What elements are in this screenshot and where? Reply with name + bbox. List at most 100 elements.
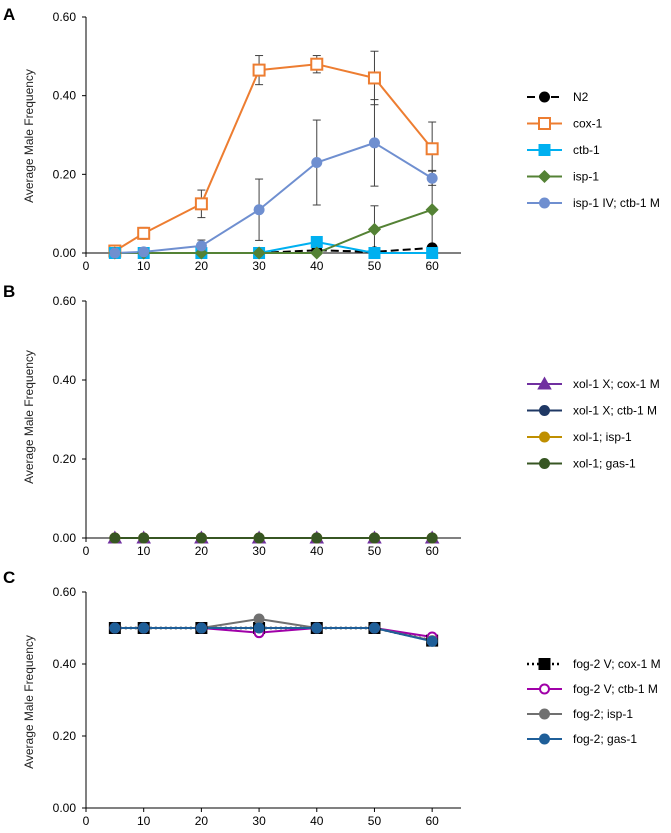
x-tick-label: 20 <box>195 814 209 828</box>
data-point <box>252 246 266 260</box>
x-tick-label: 0 <box>83 814 90 828</box>
x-tick-label: 20 <box>195 259 209 273</box>
x-tick-label: 10 <box>137 259 151 273</box>
x-tick-label: 20 <box>195 544 209 558</box>
x-tick-label: 30 <box>252 814 266 828</box>
data-point <box>253 532 265 544</box>
panel-c: C Average Male Frequency 0.00 0.20 0.40 0.6… <box>3 568 661 828</box>
data-point <box>368 622 380 634</box>
x-tick-label: 30 <box>252 544 266 558</box>
x-tick-label: 40 <box>310 814 324 828</box>
y-tick-label: 0.00 <box>53 246 77 260</box>
data-point <box>310 246 324 260</box>
panel-a: A Average Male Frequency 0.00 0.20 0.40 0.6… <box>3 5 660 273</box>
legend-marker <box>539 91 550 103</box>
x-tick-label: 50 <box>368 814 382 828</box>
legend-marker <box>539 708 550 720</box>
panel-label-a: A <box>3 5 15 24</box>
legend-label: xol-1 X; cox-1 M <box>573 377 660 391</box>
x-tick-label: 60 <box>425 259 439 273</box>
data-point <box>368 247 381 259</box>
legend-label: xol-1 X; ctb-1 M <box>573 404 657 418</box>
data-point <box>311 622 323 634</box>
legend-item: isp-1 <box>527 170 599 184</box>
legend-marker <box>539 197 550 209</box>
legend-item: isp-1 IV; ctb-1 M <box>527 196 660 210</box>
y-tick-label: 0.60 <box>53 585 77 599</box>
legend-label: N2 <box>573 90 589 104</box>
data-point <box>109 247 121 259</box>
legend-label: xol-1; isp-1 <box>573 430 632 444</box>
legend-item: cox-1 <box>527 117 603 131</box>
legend-label: fog-2 V; cox-1 M <box>573 657 661 671</box>
legend-label: fog-2 V; ctb-1 M <box>573 682 658 696</box>
x-tick-label: 0 <box>83 259 90 273</box>
x-tick-label: 0 <box>83 544 90 558</box>
data-point <box>310 235 323 248</box>
panel-label-c: C <box>3 568 15 587</box>
data-point <box>310 57 324 71</box>
data-point <box>195 240 207 252</box>
legend-label: ctb-1 <box>573 143 600 157</box>
x-tick-label: 60 <box>425 544 439 558</box>
legend-marker <box>539 683 550 695</box>
legend-marker <box>537 376 552 390</box>
legend-label: cox-1 <box>573 117 603 131</box>
y-tick-label: 0.40 <box>53 373 77 387</box>
data-point <box>138 622 150 634</box>
legend-marker <box>538 144 551 156</box>
series-line <box>114 63 433 252</box>
data-point <box>368 137 380 149</box>
data-point <box>195 622 207 634</box>
data-point <box>109 532 121 544</box>
data-point <box>194 197 208 211</box>
data-point <box>252 63 266 77</box>
data-point <box>426 635 438 647</box>
x-tick-label: 60 <box>425 814 439 828</box>
y-tick-label: 0.20 <box>53 452 77 466</box>
legend-marker <box>539 431 550 443</box>
y-tick-label: 0.60 <box>53 294 77 308</box>
y-axis-title-b: Average Male Frequency <box>22 350 36 484</box>
legend-marker <box>539 733 550 745</box>
legend-item: ctb-1 <box>527 143 600 157</box>
data-point <box>426 532 438 544</box>
panel-label-b: B <box>3 282 15 301</box>
data-point <box>195 532 207 544</box>
legend-item: fog-2; gas-1 <box>527 732 637 746</box>
data-point <box>425 142 439 156</box>
y-tick-label: 0.40 <box>53 657 77 671</box>
data-point <box>253 204 265 216</box>
data-point <box>311 532 323 544</box>
y-tick-label: 0.20 <box>53 167 77 181</box>
y-tick-label: 0.20 <box>53 729 77 743</box>
y-axis-title-a: Average Male Frequency <box>22 69 36 203</box>
legend-item: xol-1; gas-1 <box>527 457 636 471</box>
panel-b: B Average Male Frequency 0.00 0.20 0.40 0.6… <box>3 282 660 558</box>
legend-label: isp-1 IV; ctb-1 M <box>573 196 660 210</box>
x-tick-label: 10 <box>137 544 151 558</box>
legend-label: fog-2; isp-1 <box>573 707 633 721</box>
legend-item: fog-2 V; cox-1 M <box>527 657 661 671</box>
data-point <box>367 71 381 85</box>
data-point <box>138 532 150 544</box>
legend-marker <box>538 117 551 130</box>
x-tick-label: 50 <box>368 544 382 558</box>
data-point <box>426 172 438 184</box>
data-point <box>109 622 121 634</box>
x-tick-label: 30 <box>252 259 266 273</box>
legend-item: xol-1 X; cox-1 M <box>527 376 660 391</box>
y-tick-label: 0.40 <box>53 89 77 103</box>
data-point <box>426 247 439 259</box>
y-tick-label: 0.60 <box>53 10 77 24</box>
x-tick-label: 40 <box>310 259 324 273</box>
data-point <box>425 203 439 217</box>
data-point <box>368 532 380 544</box>
legend-marker <box>539 458 550 469</box>
x-tick-label: 50 <box>368 259 382 273</box>
data-point <box>253 622 265 634</box>
legend-item: fog-2 V; ctb-1 M <box>527 682 658 696</box>
series-line <box>114 208 433 254</box>
legend-label: fog-2; gas-1 <box>573 732 637 746</box>
legend-item: N2 <box>527 90 589 104</box>
